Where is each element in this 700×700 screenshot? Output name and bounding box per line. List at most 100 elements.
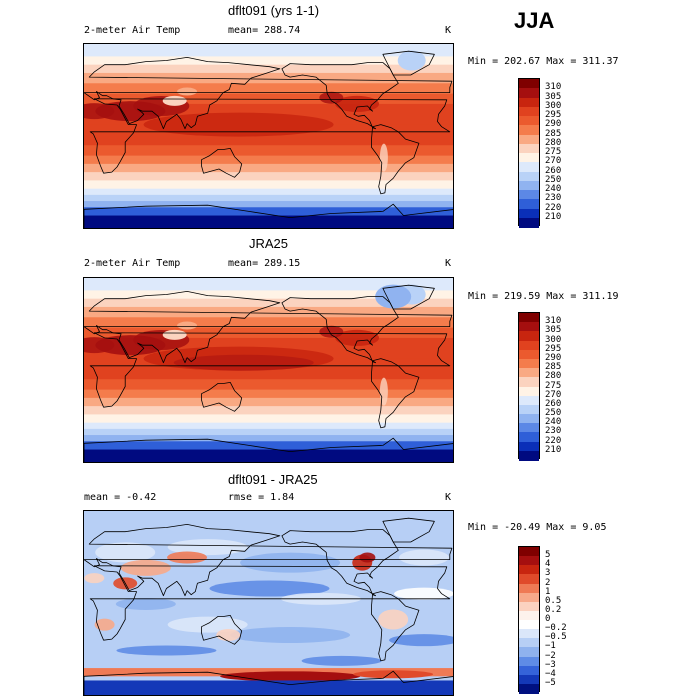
colorbar-tick-label: 270 — [545, 156, 562, 167]
colorbar-segment — [519, 610, 539, 621]
colorbar-segment — [519, 88, 539, 99]
colorbar-segment — [519, 656, 539, 667]
colorbar-tick-label: 230 — [545, 193, 562, 204]
colorbar-segment — [519, 322, 539, 332]
colorbar-segment — [519, 199, 539, 210]
colorbar-tick-label: 300 — [545, 100, 562, 111]
colorbar-tick-label: 230 — [545, 426, 562, 437]
colorbar-segment — [519, 134, 539, 145]
colorbar-tick-label: 300 — [545, 334, 562, 345]
colorbar-tick-label: 260 — [545, 165, 562, 176]
colorbar-segment — [519, 432, 539, 443]
colorbar-tick-label: 240 — [545, 184, 562, 194]
colorbar-tick-label: 310 — [545, 82, 562, 93]
colorbar-tick-label: 250 — [545, 174, 562, 185]
colorbar-segment — [519, 601, 539, 612]
colorbar-segment — [519, 423, 539, 434]
panel3-mean: mean = -0.42 — [84, 492, 157, 503]
colorbar-tick-label: 270 — [545, 389, 562, 400]
colorbar-tick-label: −0.5 — [545, 632, 567, 643]
colorbar-segment — [519, 153, 539, 163]
colorbar-segment — [519, 674, 539, 685]
colorbar-segment — [519, 208, 539, 219]
colorbar-tick-label: 220 — [545, 435, 562, 446]
colorbar-segment — [519, 217, 539, 228]
colorbar-segment — [519, 377, 539, 388]
colorbar-segment — [519, 340, 539, 351]
colorbar-tick-label: −4 — [545, 668, 556, 679]
colorbar-tick-label: −5 — [545, 677, 556, 688]
panel2-mean: mean= 289.15 — [228, 258, 301, 269]
colorbar-segment — [519, 143, 539, 154]
colorbar-segment — [519, 358, 539, 369]
colorbar-tick-label: 5 — [545, 550, 551, 561]
colorbar-tick-label: 0.2 — [545, 604, 562, 615]
colorbar-tick-label: −0.2 — [545, 623, 567, 634]
panel3-colorbar — [518, 546, 540, 694]
colorbar-segment — [519, 349, 539, 360]
colorbar-segment — [519, 574, 539, 585]
colorbar-segment — [519, 106, 539, 117]
colorbar-tick-label: 305 — [545, 325, 562, 336]
colorbar-segment — [519, 592, 539, 603]
colorbar-segment — [519, 547, 539, 557]
panel2-map — [83, 277, 454, 463]
panel3-title: dflt091 - JRA25 — [228, 472, 318, 487]
panel1-mean: mean= 288.74 — [228, 25, 301, 36]
colorbar-segment — [519, 331, 539, 342]
panel2-minmax: Min = 219.59 Max = 311.19 — [468, 291, 619, 302]
colorbar-tick-label: 2 — [545, 577, 551, 588]
colorbar-segment — [519, 190, 539, 200]
colorbar-segment — [519, 441, 539, 452]
colorbar-segment — [519, 404, 539, 415]
colorbar-segment — [519, 620, 539, 630]
colorbar-segment — [519, 79, 539, 89]
colorbar-tick-label: 280 — [545, 371, 562, 382]
colorbar-segment — [519, 647, 539, 658]
colorbar-tick-label: 250 — [545, 408, 562, 419]
colorbar-segment — [519, 450, 539, 461]
colorbar-segment — [519, 683, 539, 694]
season-label: JJA — [514, 8, 555, 33]
panel2-variable-label: 2-meter Air Temp — [84, 258, 181, 269]
colorbar-tick-label: 285 — [545, 362, 562, 373]
panel2-map-svg — [84, 278, 453, 462]
colorbar-segment — [519, 665, 539, 676]
colorbar-tick-label: 280 — [545, 137, 562, 148]
panel3-unit: K — [445, 492, 452, 503]
colorbar-segment — [519, 97, 539, 108]
colorbar-tick-label: 275 — [545, 147, 562, 157]
panel1-map-svg — [84, 44, 453, 228]
colorbar-tick-label: −1 — [545, 641, 556, 652]
colorbar-segment — [519, 368, 539, 378]
colorbar-segment — [519, 125, 539, 136]
panel3-map-svg — [84, 511, 453, 695]
colorbar-tick-label: −3 — [545, 659, 556, 670]
colorbar-tick-label: 295 — [545, 110, 562, 120]
colorbar-segment — [519, 565, 539, 575]
colorbar-segment — [519, 414, 539, 424]
colorbar-tick-label: 305 — [545, 91, 562, 102]
panel1-unit: K — [445, 25, 452, 36]
colorbar-tick-label: 285 — [545, 128, 562, 139]
colorbar-tick-label: −2 — [545, 650, 556, 661]
colorbar-tick-label: 240 — [545, 417, 562, 428]
panel1-title: dflt091 (yrs 1-1) — [228, 3, 320, 18]
colorbar-segment — [519, 180, 539, 191]
colorbar-segment — [519, 395, 539, 406]
colorbar-tick-label: 275 — [545, 380, 562, 391]
colorbar-segment — [519, 583, 539, 594]
colorbar-tick-label: 0.5 — [545, 595, 562, 606]
colorbar-tick-label: 310 — [545, 316, 562, 327]
colorbar-segment — [519, 629, 539, 639]
panel1-map — [83, 43, 454, 229]
colorbar-tick-label: 4 — [545, 559, 551, 570]
colorbar-segment — [519, 171, 539, 182]
colorbar-tick-label: 290 — [545, 119, 562, 130]
colorbar-tick-label: 220 — [545, 202, 562, 213]
panel1-minmax: Min = 202.67 Max = 311.37 — [468, 56, 619, 67]
panel1-colorbar — [518, 78, 540, 228]
colorbar-tick-label: 0 — [545, 614, 551, 624]
panel3-minmax: Min = -20.49 Max = 9.05 — [468, 522, 607, 533]
colorbar-segment — [519, 556, 539, 566]
